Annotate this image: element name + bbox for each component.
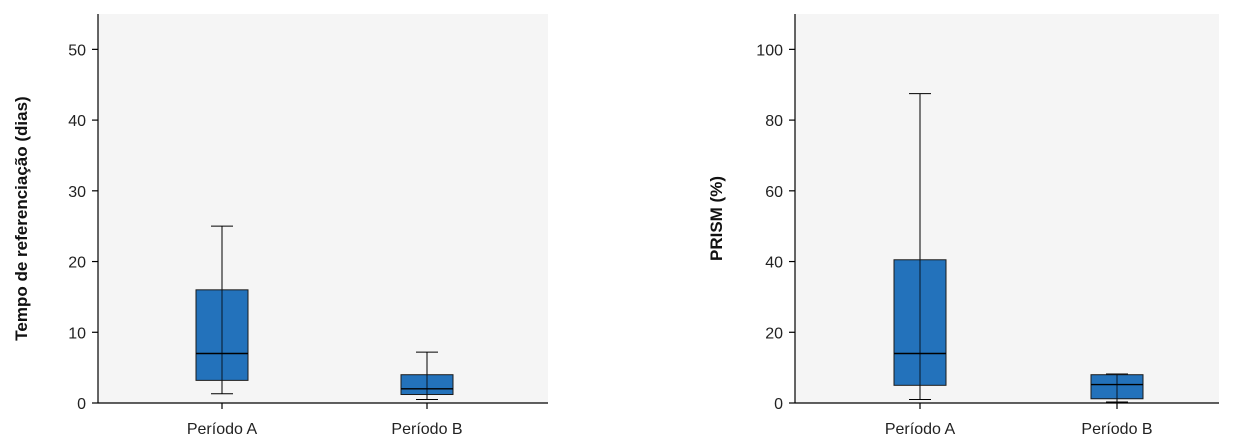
chart1-y-tick-label-4: 80 — [765, 113, 783, 130]
chart0-x-tick-label-0: Período A — [187, 421, 258, 438]
chart0-y-tick-label-5: 50 — [68, 42, 86, 59]
chart0-y-axis-title: Tempo de referenciação (dias) — [12, 96, 31, 340]
chart-tempo-referenciacao: 0 10 20 30 40 50 Tempo de referenciação (dias)… — [12, 14, 548, 438]
chart0-y-tick-label-4: 40 — [68, 113, 86, 130]
chart0-plot-area — [98, 14, 548, 403]
chart1-y-tick-label-1: 20 — [765, 325, 783, 342]
chart0-y-tick-label-1: 10 — [68, 325, 86, 342]
chart0-y-tick-label-3: 30 — [68, 184, 86, 201]
chart0-x-tick-label-1: Período B — [391, 421, 462, 438]
chart1-y-axis-title: PRISM (%) — [707, 176, 726, 261]
chart1-y-tick-label-3: 60 — [765, 184, 783, 201]
chart0-y-tick-label-0: 0 — [77, 396, 86, 413]
chart1-x-tick-label-1: Período B — [1081, 421, 1152, 438]
chart1-y-tick-label-0: 0 — [774, 396, 783, 413]
chart1-y-tick-label-2: 40 — [765, 255, 783, 272]
chart0-y-tick-label-2: 20 — [68, 255, 86, 272]
chart1-y-tick-label-5: 100 — [756, 42, 783, 59]
chart1-x-tick-label-0: Período A — [885, 421, 956, 438]
chart-prism: 0 20 40 60 80 100 PRISM (%) Período A Período B — [707, 14, 1219, 438]
chart1-plot-area — [795, 14, 1219, 403]
